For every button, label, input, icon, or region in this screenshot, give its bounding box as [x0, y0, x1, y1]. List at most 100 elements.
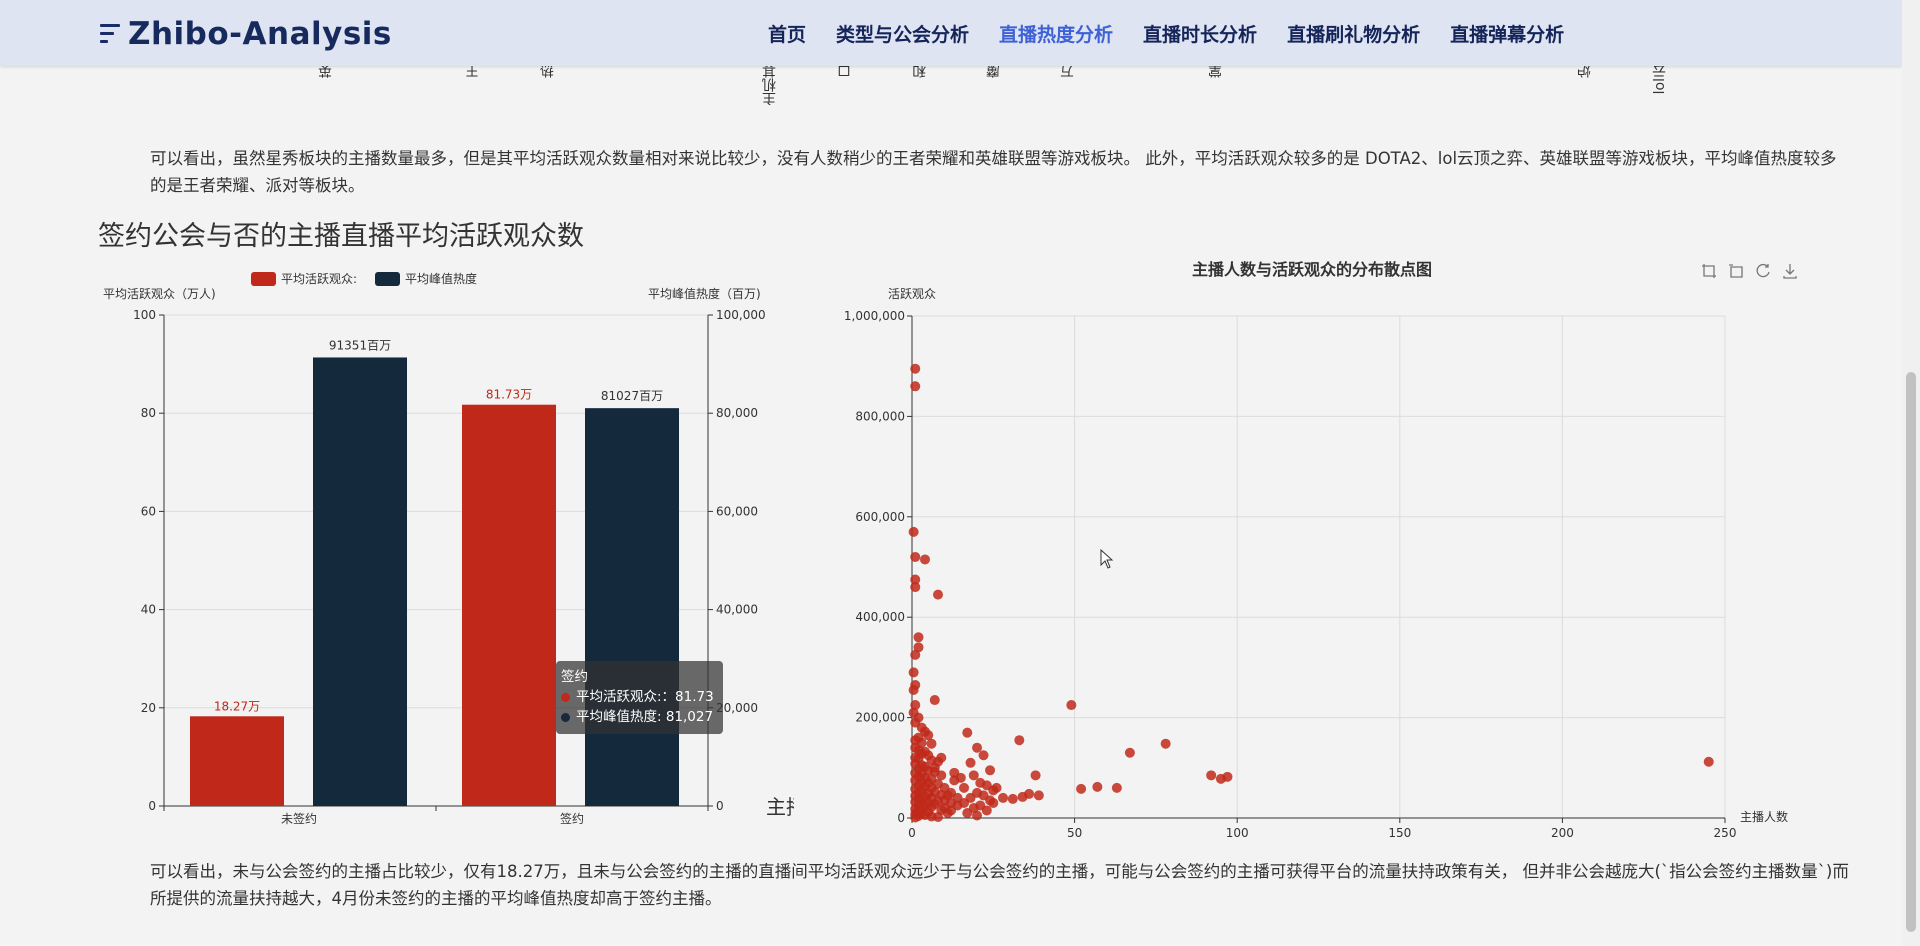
- legend-swatch-peak-heat[interactable]: [375, 272, 400, 286]
- scatter-y-axis-title: 活跃观众: [888, 287, 936, 301]
- scatter-point: [1017, 791, 1028, 802]
- legend-label-active-viewers[interactable]: 平均活跃观众:: [281, 272, 357, 286]
- scatter-point: [910, 551, 921, 562]
- scatter-point: [926, 738, 937, 749]
- scatter-point: [929, 695, 940, 706]
- scatter-point: [955, 772, 966, 783]
- y-axis-left-title: 平均活跃观众（万人): [103, 287, 216, 301]
- tooltip-row-text: 平均活跃观众:：81.73: [576, 689, 714, 705]
- scatter-point: [910, 812, 921, 823]
- scatter-y-tick-label: 1,000,000: [844, 309, 905, 323]
- tooltip-row: 平均活跃观众:：81.73: [561, 687, 718, 707]
- bar-unsigned-active-viewers[interactable]: [190, 716, 284, 806]
- y-tick-label-right: 20,000: [716, 701, 758, 715]
- scatter-point: [959, 782, 970, 793]
- scatter-point: [923, 730, 934, 741]
- scatter-point: [1124, 747, 1135, 758]
- restore-icon[interactable]: [1754, 262, 1772, 280]
- scatter-point: [910, 574, 921, 585]
- brand-logo[interactable]: Zhibo-Analysis: [100, 14, 392, 54]
- bar-tooltip: 签约 平均活跃观众:：81.73 平均峰值热度: 81,027: [556, 661, 723, 734]
- tooltip-dot-icon: [561, 692, 570, 702]
- scatter-point: [1033, 790, 1044, 801]
- scatter-y-tick-label: 400,000: [855, 610, 905, 624]
- scatter-point: [910, 649, 921, 660]
- scrollbar-thumb[interactable]: [1906, 372, 1916, 932]
- scatter-y-tick-label: 0: [897, 811, 905, 825]
- scatter-point: [1222, 771, 1233, 782]
- scatter-point: [908, 667, 919, 678]
- nav-item-type-guild[interactable]: 类型与公会分析: [836, 23, 970, 46]
- scatter-point: [910, 381, 921, 392]
- y-tick-label-right: 60,000: [716, 504, 758, 518]
- scatter-point: [981, 805, 992, 816]
- nav-item-duration[interactable]: 直播时长分析: [1143, 23, 1258, 46]
- nav-item-danmaku[interactable]: 直播弹幕分析: [1450, 23, 1565, 46]
- scatter-x-tick-label: 100: [1226, 826, 1249, 840]
- mouse-cursor-icon: [1100, 549, 1114, 569]
- section-title: 签约公会与否的主播直播平均活跃观众数: [98, 221, 584, 252]
- scatter-x-tick-label: 50: [1067, 826, 1082, 840]
- tooltip-row: 平均峰值热度: 81,027: [561, 707, 718, 727]
- scatter-x-tick-label: 150: [1388, 826, 1411, 840]
- zoom-reset-icon[interactable]: [1727, 262, 1745, 280]
- legend-label-peak-heat[interactable]: 平均峰值热度: [405, 271, 477, 286]
- scatter-point: [988, 797, 999, 808]
- x-tick-label: 签约: [560, 811, 584, 826]
- y-tick-label-left: 40: [141, 603, 156, 617]
- scatter-point: [908, 526, 919, 537]
- scatter-point: [929, 762, 940, 773]
- y-tick-label-left: 80: [141, 406, 156, 420]
- bar-value-label: 91351百万: [329, 338, 391, 352]
- y-tick-label-right: 0: [716, 799, 724, 813]
- y-tick-label-left: 0: [148, 799, 156, 813]
- scatter-point: [936, 770, 947, 781]
- scatter-point: [939, 795, 950, 806]
- scatter-x-tick-label: 200: [1551, 826, 1574, 840]
- bar-signed-active-viewers[interactable]: [462, 404, 556, 806]
- scatter-point: [972, 742, 983, 753]
- main-nav: 首页 类型与公会分析 直播热度分析 直播时长分析 直播刷礼物分析 直播弹幕分析: [768, 0, 1594, 66]
- scatter-y-tick-label: 800,000: [855, 409, 905, 423]
- scatter-point: [946, 805, 957, 816]
- cut-off-chart-title: 主播: [766, 795, 794, 819]
- scatter-point: [1030, 770, 1041, 781]
- scatter-point: [933, 811, 944, 822]
- scatter-point: [1206, 770, 1217, 781]
- scatter-point: [1007, 793, 1018, 804]
- scatter-x-axis-title: 主播人数: [1740, 809, 1788, 824]
- nav-item-gifts[interactable]: 直播刷礼物分析: [1287, 23, 1421, 46]
- scatter-point: [936, 752, 947, 763]
- bar-value-label: 81027百万: [601, 389, 663, 403]
- y-tick-label-right: 100,000: [716, 308, 766, 322]
- scatter-point: [913, 642, 924, 653]
- scatter-point: [908, 684, 919, 695]
- scatter-point: [1076, 783, 1087, 794]
- scatter-x-tick-label: 0: [908, 826, 916, 840]
- nav-item-home[interactable]: 首页: [768, 23, 807, 46]
- y-tick-label-left: 60: [141, 504, 156, 518]
- scatter-point: [910, 700, 921, 711]
- scatter-point: [968, 770, 979, 781]
- bar-unsigned-peak-heat[interactable]: [313, 357, 407, 806]
- scatter-point: [1014, 735, 1025, 746]
- tooltip-title: 签约: [561, 669, 588, 685]
- scatter-point: [991, 782, 1002, 793]
- y-axis-right-title: 平均峰值热度（百万): [648, 286, 761, 301]
- scatter-point: [962, 727, 973, 738]
- analysis-paragraph-1: 可以看出，虽然星秀板块的主播数量最多，但是其平均活跃观众数量相对来说比较少，没有…: [150, 149, 1837, 195]
- legend-swatch-active-viewers[interactable]: [251, 272, 276, 286]
- scatter-point: [965, 757, 976, 768]
- bar-signed-peak-heat[interactable]: [585, 408, 679, 806]
- scatter-point: [978, 750, 989, 761]
- zoom-icon[interactable]: [1700, 262, 1718, 280]
- download-icon[interactable]: [1781, 262, 1799, 280]
- scatter-point: [972, 810, 983, 821]
- scatter-point: [920, 554, 931, 565]
- scatter-point: [933, 589, 944, 600]
- page-scrollbar[interactable]: [1902, 0, 1920, 946]
- nav-item-popularity[interactable]: 直播热度分析: [999, 23, 1114, 46]
- top-navbar: Zhibo-Analysis 首页 类型与公会分析 直播热度分析 直播时长分析 …: [0, 0, 1902, 66]
- y-tick-label-left: 100: [133, 308, 156, 322]
